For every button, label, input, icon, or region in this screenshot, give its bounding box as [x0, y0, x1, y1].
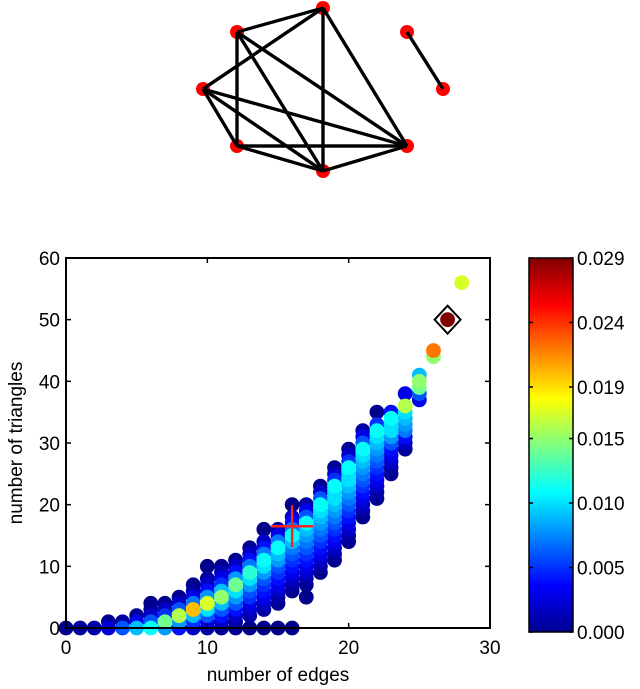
data-point — [440, 312, 455, 328]
data-point — [270, 540, 286, 556]
data-point — [157, 614, 173, 630]
x-tick-label: 30 — [479, 638, 500, 659]
graph-edge-overlay — [201, 88, 239, 147]
data-point — [327, 478, 342, 494]
data-point — [355, 441, 371, 457]
graph-nodes — [196, 1, 450, 178]
colorbar — [528, 257, 574, 633]
data-point — [383, 410, 399, 426]
data-point — [298, 515, 314, 531]
y-axis-label: number of triangles — [6, 362, 27, 525]
data-point — [369, 404, 385, 420]
data-point — [397, 398, 413, 414]
y-tick-label: 30 — [39, 434, 60, 455]
y-tick-label: 10 — [39, 557, 60, 578]
data-point — [242, 565, 258, 580]
data-point — [199, 595, 215, 611]
data-point — [171, 608, 187, 624]
scatter-points — [58, 275, 470, 636]
data-point — [256, 521, 272, 537]
x-tick-label: 10 — [197, 638, 218, 659]
colorbar-tick-label: 0.029 — [577, 249, 625, 270]
y-tick-label: 40 — [39, 372, 60, 393]
y-axis-ticks: 0 10 20 30 40 50 60 — [39, 249, 490, 640]
graph-edge-overlay — [235, 31, 325, 172]
data-point — [298, 589, 314, 605]
x-tick-label: 0 — [61, 638, 72, 659]
graph-edge-overlay — [321, 7, 409, 147]
data-point — [454, 275, 470, 291]
graph-edge-overlay — [236, 30, 408, 148]
data-point — [228, 577, 244, 593]
data-point — [426, 343, 441, 358]
colorbar-tick-label: 0.005 — [577, 559, 625, 580]
x-tick-label: 20 — [338, 638, 359, 659]
observed-graph-diamond-marker — [433, 304, 462, 336]
graph-edge-overlay — [322, 144, 408, 173]
colorbar-tick-label: 0.024 — [577, 313, 625, 334]
colorbar-tick-label: 0.015 — [577, 430, 625, 451]
data-point — [341, 460, 357, 476]
graph-edge-overlay — [405, 31, 445, 90]
graph-edge-overlay — [236, 6, 324, 34]
data-point — [369, 423, 385, 439]
data-point — [256, 552, 272, 568]
colorbar-tick-label: 0.000 — [577, 623, 625, 644]
data-point — [397, 386, 413, 402]
data-point — [214, 589, 229, 605]
data-point — [199, 558, 215, 574]
graph-edge-overlay — [236, 144, 324, 173]
data-point — [185, 602, 201, 617]
data-point — [284, 497, 300, 513]
data-point — [313, 497, 328, 513]
colorbar-tick-label: 0.010 — [577, 494, 625, 515]
graph-edge-overlay — [202, 87, 408, 148]
y-tick-label: 0 — [49, 619, 60, 640]
x-axis-ticks: 0 10 20 30 — [61, 258, 501, 659]
colorbar-tick-label: 0.019 — [577, 378, 625, 399]
y-tick-label: 50 — [39, 311, 60, 332]
data-point — [411, 373, 427, 389]
graph-edge-overlay — [202, 87, 324, 173]
colorbar-ticks: 0.029 0.024 0.019 0.015 0.010 0.005 0.000 — [529, 249, 625, 644]
y-tick-label: 60 — [39, 249, 60, 270]
x-axis-label: number of edges — [207, 665, 350, 686]
y-tick-label: 20 — [39, 496, 60, 517]
graph-drawing — [196, 1, 450, 178]
overlay-markers — [271, 304, 462, 548]
